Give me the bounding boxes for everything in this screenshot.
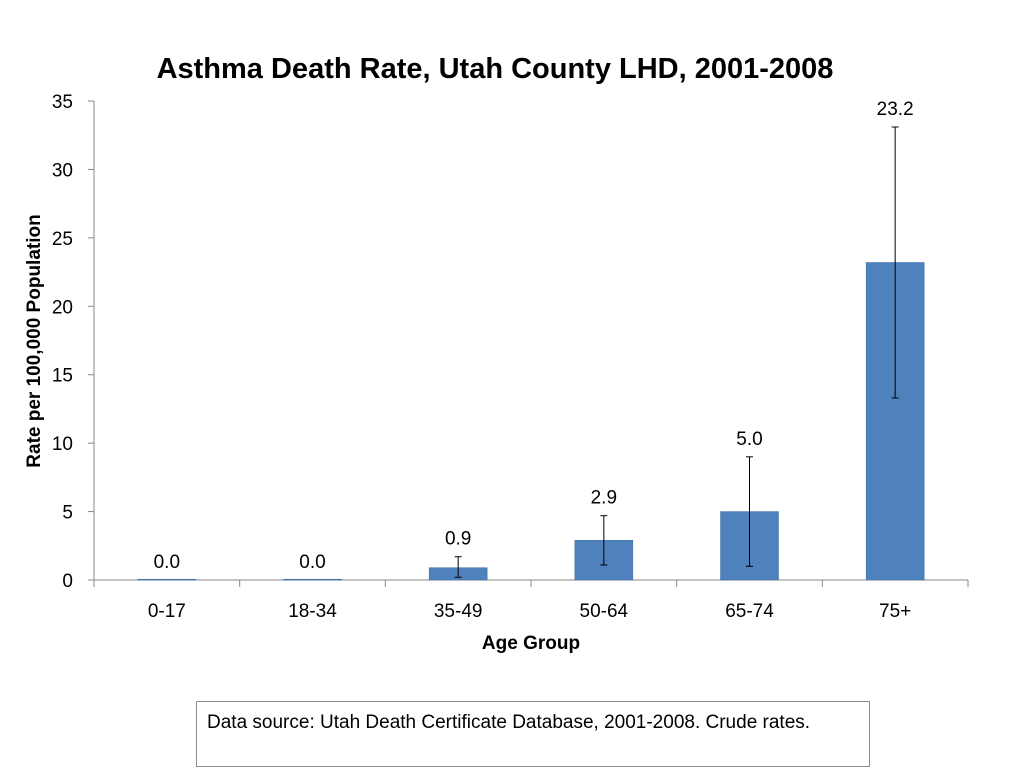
y-tick-label: 30 bbox=[52, 160, 73, 181]
x-tick-label: 50-64 bbox=[580, 601, 629, 622]
x-tick-label: 35-49 bbox=[434, 601, 483, 622]
x-tick-label: 0-17 bbox=[148, 601, 186, 622]
data-label: 0.0 bbox=[154, 552, 180, 573]
bar bbox=[283, 578, 342, 581]
y-axis-title: Rate per 100,000 Population bbox=[24, 214, 45, 467]
y-tick-label: 5 bbox=[62, 503, 73, 524]
data-source-note: Data source: Utah Death Certificate Data… bbox=[196, 701, 870, 767]
y-tick-label: 20 bbox=[52, 297, 73, 318]
data-source-text: Data source: Utah Death Certificate Data… bbox=[207, 712, 811, 733]
data-label: 23.2 bbox=[877, 99, 914, 120]
data-label: 0.9 bbox=[445, 529, 471, 550]
y-tick-label: 15 bbox=[52, 366, 73, 387]
data-label: 2.9 bbox=[591, 488, 617, 509]
chart-title: Asthma Death Rate, Utah County LHD, 2001… bbox=[157, 53, 834, 85]
x-axis-title: Age Group bbox=[482, 633, 580, 654]
x-tick-label: 65-74 bbox=[725, 601, 774, 622]
y-tick-label: 0 bbox=[62, 571, 73, 592]
y-tick-label: 25 bbox=[52, 229, 73, 250]
y-tick-label: 35 bbox=[52, 92, 73, 113]
bar bbox=[137, 578, 197, 581]
y-tick-label: 10 bbox=[52, 434, 73, 455]
x-tick-label: 18-34 bbox=[288, 601, 337, 622]
plot-area: 0 5 10 15 20 25 30 35 0.0 0-17 0.0 18-34 0.9 35-49 2.9… bbox=[52, 92, 969, 622]
data-label: 0.0 bbox=[299, 552, 325, 573]
x-tick-label: 75+ bbox=[879, 601, 911, 622]
data-label: 5.0 bbox=[736, 429, 762, 450]
